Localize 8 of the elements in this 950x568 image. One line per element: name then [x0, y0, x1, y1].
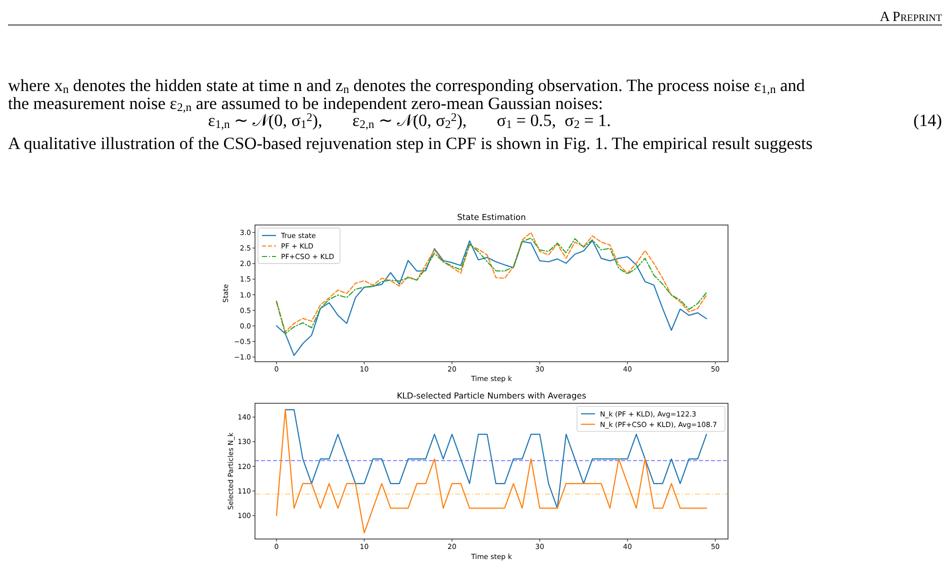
text: the measurement noise ε$_{2,n}$ are assumed to be independent zero-mean Gaussian noises: — [8, 94, 604, 114]
line-series — [276, 240, 708, 356]
text: where x$_{n}$ denotes the hidden state at time n and z$_{n}$ denotes the corresponding observation. The process noise ε$_{1,n}$ and — [8, 76, 806, 96]
text: A qualitative illustration of the CSO-based rejuvenation step in CPF is shown in Fig. 1. The empirical result suggests — [8, 134, 813, 153]
chart-title: State Estimation — [457, 212, 526, 222]
chart-title: KLD-selected Particle Numbers with Averages — [396, 390, 586, 400]
text: (14) — [913, 111, 942, 130]
text: A Preprint — [880, 10, 942, 25]
